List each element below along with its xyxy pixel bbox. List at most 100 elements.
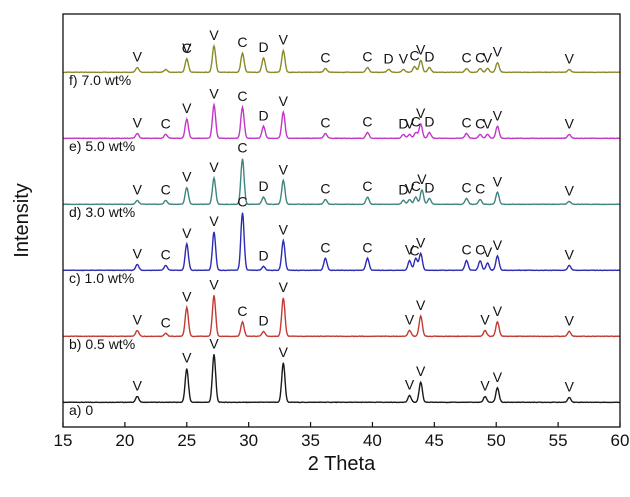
- series-line: [62, 158, 621, 206]
- peak-label: V: [493, 107, 503, 123]
- peak-label: V: [493, 369, 503, 385]
- peak-label: D: [398, 181, 408, 197]
- x-axis: 15 20 25 30 35 40 45 50 55 60: [54, 422, 630, 450]
- peak-label: C: [362, 114, 372, 130]
- peak-label: V: [416, 234, 426, 250]
- series-line: [62, 102, 621, 140]
- peak-label: V: [279, 93, 289, 109]
- peak-label: V: [133, 378, 143, 394]
- peak-label: C: [409, 48, 419, 64]
- peak-label: V: [133, 114, 143, 130]
- x-tick-label: 35: [301, 431, 320, 450]
- peak-label: V: [182, 225, 192, 241]
- peak-label: C: [237, 88, 247, 104]
- x-axis-title: 2 Theta: [308, 453, 376, 475]
- peak-label: D: [258, 178, 268, 194]
- peak-label: V: [209, 213, 219, 229]
- peak-label: C: [320, 239, 330, 255]
- peak-label: V: [209, 276, 219, 292]
- peak-label: V: [405, 115, 415, 131]
- peak-label: C: [161, 115, 171, 131]
- peak-label: V: [405, 242, 415, 258]
- peak-label: V: [182, 350, 192, 366]
- x-tick-label: 30: [239, 431, 258, 450]
- series-line: [62, 354, 621, 404]
- peak-label: D: [424, 180, 434, 196]
- peak-label: V: [405, 180, 415, 196]
- series-line: [62, 212, 621, 272]
- x-tick-label: 50: [487, 431, 506, 450]
- peak-label: C: [237, 303, 247, 319]
- y-axis-title: Intensity: [11, 183, 33, 257]
- peak-label: V: [209, 335, 219, 351]
- series-layer: [62, 43, 621, 404]
- peak-label: V: [416, 297, 426, 313]
- peak-label: D: [398, 115, 408, 131]
- trace-label: e) 5.0 wt%: [69, 138, 135, 154]
- peak-label: V: [405, 312, 415, 328]
- x-tick-label: 55: [549, 431, 568, 450]
- peak-label: C: [461, 49, 471, 65]
- peak-label: V: [483, 49, 493, 65]
- peak-label: V: [416, 41, 426, 57]
- peak-label: V: [133, 312, 143, 328]
- peak-label: D: [424, 114, 434, 130]
- x-tick-label: 60: [611, 431, 630, 450]
- peak-label: D: [424, 48, 434, 64]
- peak-label: C: [237, 34, 247, 50]
- x-tick-label: 25: [177, 431, 196, 450]
- peak-label: V: [493, 303, 503, 319]
- peak-label: V: [493, 237, 503, 253]
- peak-label: C: [320, 49, 330, 65]
- peak-label: V: [209, 86, 219, 102]
- peak-label: C: [461, 242, 471, 258]
- peak-label: D: [383, 50, 393, 66]
- peak-label: V: [279, 161, 289, 177]
- peak-label: C: [409, 242, 419, 258]
- trace-label: f) 7.0 wt%: [69, 72, 131, 88]
- peak-label: V: [279, 222, 289, 238]
- peak-label: C: [182, 40, 192, 56]
- peak-label: V: [133, 48, 143, 64]
- peak-label: C: [411, 178, 421, 194]
- peak-label: C: [320, 114, 330, 130]
- trace-label: c) 1.0 wt%: [69, 270, 134, 286]
- peak-label: V: [565, 115, 575, 131]
- peak-label: C: [475, 242, 485, 258]
- peak-label: C: [362, 239, 372, 255]
- peak-label: V: [209, 159, 219, 175]
- peak-label: V: [279, 32, 289, 48]
- peak-label: V: [182, 288, 192, 304]
- trace-label: b) 0.5 wt%: [69, 336, 135, 352]
- peak-label: C: [161, 246, 171, 262]
- trace-labels: a) 0 b) 0.5 wt% c) 1.0 wt% d) 3.0 wt% e) 5.0…: [69, 72, 135, 418]
- peak-label: V: [209, 27, 219, 43]
- peak-label: V: [565, 312, 575, 328]
- peak-label: V: [480, 312, 490, 328]
- peak-label: C: [237, 194, 247, 210]
- peak-label: C: [237, 140, 247, 156]
- peak-label: V: [405, 377, 415, 393]
- peak-label: C: [362, 178, 372, 194]
- plot-frame: [62, 13, 621, 428]
- x-tick-label: 15: [54, 431, 73, 450]
- peak-label: C: [461, 114, 471, 130]
- peak-label: C: [475, 180, 485, 196]
- peak-label: V: [483, 244, 493, 260]
- peak-label: V: [133, 246, 143, 262]
- peak-label: V: [182, 168, 192, 184]
- series-line: [62, 43, 621, 74]
- series-line: [62, 295, 621, 338]
- x-tick-label: 20: [115, 431, 134, 450]
- peak-label: V: [279, 279, 289, 295]
- peak-label: C: [411, 113, 421, 129]
- peak-label: V: [133, 181, 143, 197]
- peak-label: D: [258, 247, 268, 263]
- peak-label: V: [480, 378, 490, 394]
- peak-label: C: [475, 49, 485, 65]
- peak-label: C: [362, 48, 372, 64]
- trace-label: d) 3.0 wt%: [69, 204, 135, 220]
- trace-label: a) 0: [69, 402, 93, 418]
- peak-label: C: [475, 115, 485, 131]
